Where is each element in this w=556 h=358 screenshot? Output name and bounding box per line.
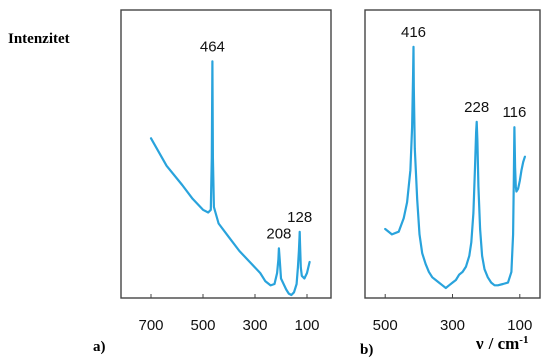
panel-a-peak-label: 128	[287, 209, 312, 226]
panel-a-label: a)	[93, 339, 106, 355]
x-axis-unit: / cm	[488, 334, 520, 353]
y-axis-label: Intenzitet	[8, 31, 70, 47]
panel-a-frame	[120, 9, 332, 299]
panel-a-spectrum-line	[149, 60, 311, 297]
panel-b-peak-label: 228	[464, 99, 489, 116]
panel-b-spectrum-line	[384, 45, 526, 290]
panel-a-x-tick-label: 100	[294, 317, 319, 334]
panel-b-x-tick-label: 300	[440, 317, 465, 334]
panel-b-peak-label: 416	[401, 24, 426, 41]
panel-b-tick-labels: 500 300 100	[373, 294, 532, 334]
panel-b-peak-labels: 416 228 116	[401, 24, 526, 121]
panel-a-x-tick-label: 300	[242, 317, 267, 334]
panel-b-label: b)	[360, 342, 373, 358]
panel-a-x-tick-label: 500	[190, 317, 215, 334]
panel-a-peak-label: 208	[266, 225, 291, 242]
panel-a-peak-label: 464	[200, 38, 225, 55]
x-axis-unit-exponent: -1	[519, 334, 528, 346]
x-axis-label: ν / cm-1	[475, 334, 528, 353]
panel-a-x-tick-label: 700	[138, 317, 163, 334]
x-axis-symbol: ν	[475, 334, 484, 353]
panel-b: 500 300 100 416 228 116 b)	[360, 9, 541, 358]
panel-a-tick-labels: 700 500 300 100	[138, 294, 320, 334]
panel-b-peak-label: 116	[502, 104, 526, 121]
panel-b-x-tick-label: 500	[373, 317, 398, 334]
panel-b-x-tick-label: 100	[507, 317, 532, 334]
